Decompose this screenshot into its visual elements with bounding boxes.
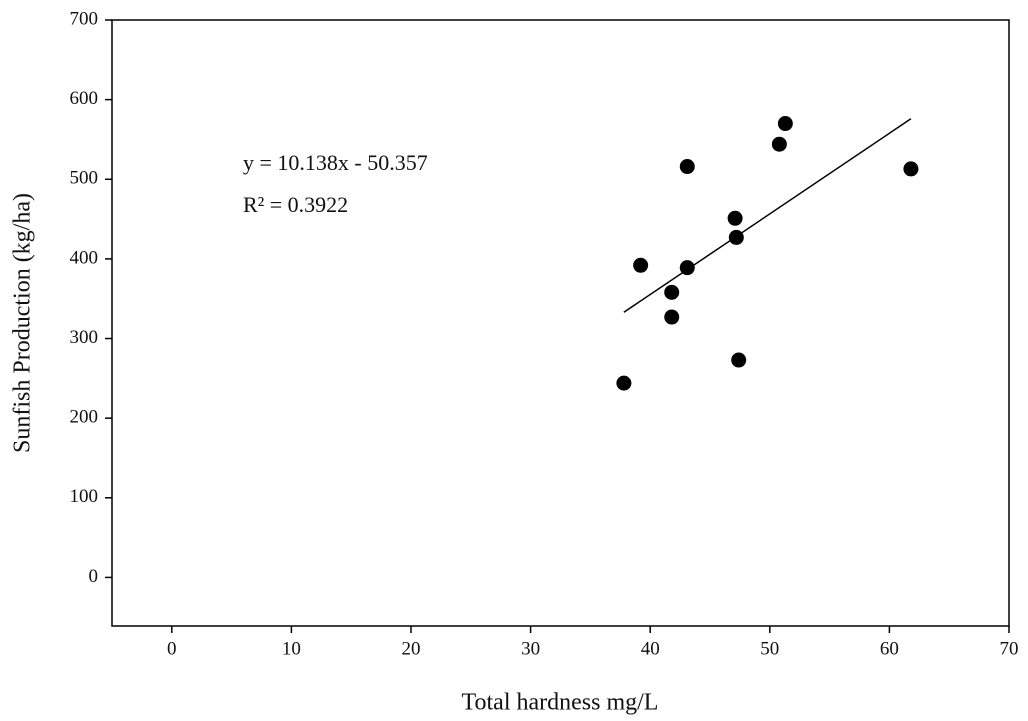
x-tick-label: 50 (760, 638, 779, 659)
y-tick-label: 400 (70, 247, 99, 268)
data-point (727, 210, 743, 226)
trendline (623, 118, 912, 313)
r-squared: R² = 0.3922 (243, 192, 348, 217)
y-tick-label: 700 (70, 8, 99, 29)
y-tick-label: 0 (89, 566, 99, 587)
y-tick-label: 300 (70, 327, 99, 348)
equation: y = 10.138x - 50.357 (243, 150, 428, 175)
data-point (731, 352, 747, 368)
x-tick-label: 20 (402, 638, 421, 659)
y-tick-label: 200 (70, 407, 99, 428)
data-point (664, 284, 680, 300)
y-tick-label: 600 (70, 88, 99, 109)
y-axis-title: Sunfish Production (kg/ha) (10, 193, 36, 453)
x-tick-label: 30 (521, 638, 540, 659)
y-tick-label: 500 (70, 168, 99, 189)
x-tick-label: 10 (282, 638, 301, 659)
data-point (633, 257, 649, 273)
data-point (616, 375, 632, 391)
data-point (771, 136, 787, 152)
data-point (903, 161, 919, 177)
data-point (664, 309, 680, 325)
y-tick-label: 100 (70, 486, 99, 507)
x-tick-label: 70 (1000, 638, 1019, 659)
x-tick-label: 40 (641, 638, 660, 659)
data-point (728, 229, 744, 245)
data-point (679, 159, 695, 175)
data-point (777, 116, 793, 132)
plot-frame (111, 19, 1010, 627)
x-axis-title: Total hardness mg/L (462, 690, 659, 716)
x-tick-label: 60 (880, 638, 899, 659)
data-point (679, 260, 695, 276)
x-tick-label: 0 (167, 638, 177, 659)
